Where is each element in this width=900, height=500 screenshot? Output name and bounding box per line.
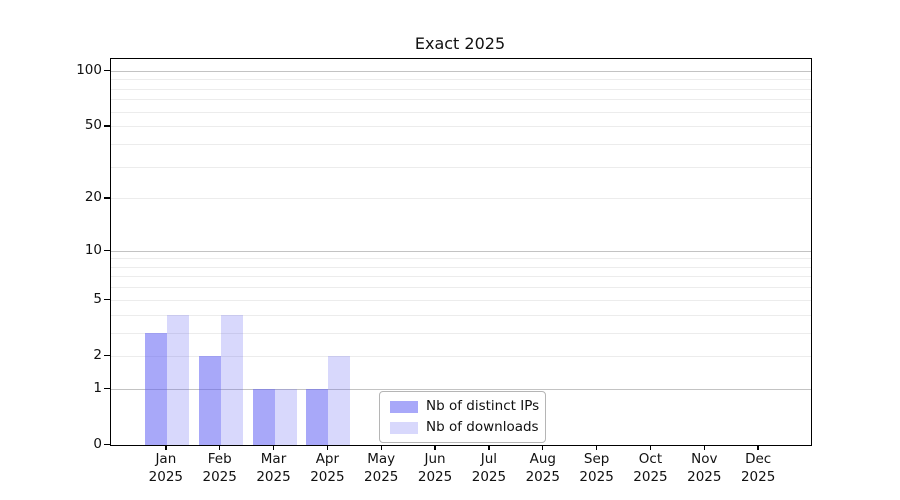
y-tick-mark — [104, 197, 110, 199]
x-tick-mark — [703, 445, 705, 450]
y-tick-mark — [104, 125, 110, 127]
gridline-minor — [111, 276, 811, 278]
bar-downloads-mar — [274, 388, 297, 445]
y-tick-mark — [104, 249, 110, 252]
gridline-major — [111, 70, 811, 72]
x-tick-mark — [434, 445, 436, 450]
x-tick-label-mar: Mar 2025 — [256, 451, 291, 485]
y-tick-label: 1 — [93, 379, 102, 396]
gridline-minor — [111, 299, 811, 301]
bar-downloads-jan — [166, 314, 189, 445]
x-tick-mark — [488, 445, 490, 450]
y-tick-mark — [104, 444, 110, 446]
y-tick-label: 50 — [84, 117, 102, 134]
legend-item-distinct-ips: Nb of distinct IPs — [390, 398, 540, 415]
gridline-minor — [111, 355, 811, 357]
x-tick-mark — [165, 445, 167, 450]
y-tick-mark — [104, 69, 110, 72]
gridline-minor — [111, 332, 811, 334]
legend: Nb of distinct IPs Nb of downloads — [379, 391, 546, 443]
legend-label-downloads: Nb of downloads — [426, 419, 539, 435]
legend-item-downloads: Nb of downloads — [390, 419, 539, 436]
x-tick-mark — [649, 445, 652, 450]
x-tick-label-nov: Nov 2025 — [687, 451, 722, 485]
bar-distinct-ips-jan — [144, 332, 167, 445]
gridline-minor — [111, 287, 811, 289]
gridline-major — [111, 250, 811, 252]
gridline-minor — [111, 258, 811, 260]
bar-distinct-ips-mar — [252, 388, 275, 445]
gridline-minor — [111, 143, 811, 145]
x-tick-label-dec: Dec 2025 — [740, 451, 776, 485]
gridline-minor — [111, 266, 811, 268]
gridline-minor — [111, 111, 811, 113]
y-tick-label: 2 — [93, 346, 102, 363]
y-tick-mark — [104, 298, 110, 301]
gridline-minor — [111, 314, 811, 316]
x-tick-label-jun: Jun 2025 — [417, 451, 453, 485]
gridline-minor — [111, 99, 811, 101]
x-tick-label-may: May 2025 — [364, 451, 399, 485]
x-tick-mark — [326, 445, 329, 450]
gridline-minor — [111, 126, 811, 128]
gridline-minor — [111, 88, 811, 90]
plot-area: Nb of distinct IPs Nb of downloads — [110, 58, 812, 446]
x-tick-label-oct: Oct 2025 — [633, 451, 668, 485]
x-tick-mark — [595, 445, 598, 450]
gridline-minor — [111, 79, 811, 81]
legend-swatch-distinct-ips — [390, 400, 418, 413]
y-tick-label: 10 — [84, 241, 102, 258]
x-tick-mark — [380, 445, 382, 450]
y-tick-label: 100 — [76, 61, 102, 78]
x-tick-mark — [272, 445, 275, 450]
x-tick-label-sep: Sep 2025 — [579, 451, 614, 485]
x-tick-mark — [757, 445, 759, 450]
x-tick-mark — [542, 445, 544, 450]
legend-label-distinct-ips: Nb of distinct IPs — [426, 398, 540, 414]
y-tick-label: 20 — [84, 189, 102, 206]
x-tick-label-apr: Apr 2025 — [310, 451, 345, 485]
x-tick-label-jul: Jul 2025 — [471, 451, 507, 485]
bar-distinct-ips-apr — [306, 388, 329, 445]
bar-downloads-feb — [220, 314, 243, 445]
gridline-minor — [111, 198, 811, 200]
x-tick-label-aug: Aug 2025 — [525, 451, 560, 485]
bar-downloads-apr — [328, 355, 351, 445]
chart-title: Exact 2025 — [414, 34, 506, 53]
x-tick-mark — [218, 445, 221, 450]
legend-swatch-downloads — [390, 421, 418, 434]
x-tick-label-feb: Feb 2025 — [202, 451, 237, 485]
gridline-minor — [111, 166, 811, 168]
x-tick-label-jan: Jan 2025 — [148, 451, 184, 485]
y-tick-mark — [104, 354, 110, 357]
y-tick-label: 5 — [93, 290, 102, 307]
gridline-major — [111, 388, 811, 390]
bar-distinct-ips-feb — [198, 355, 221, 445]
y-tick-mark — [104, 387, 110, 390]
y-tick-label: 0 — [93, 436, 102, 452]
